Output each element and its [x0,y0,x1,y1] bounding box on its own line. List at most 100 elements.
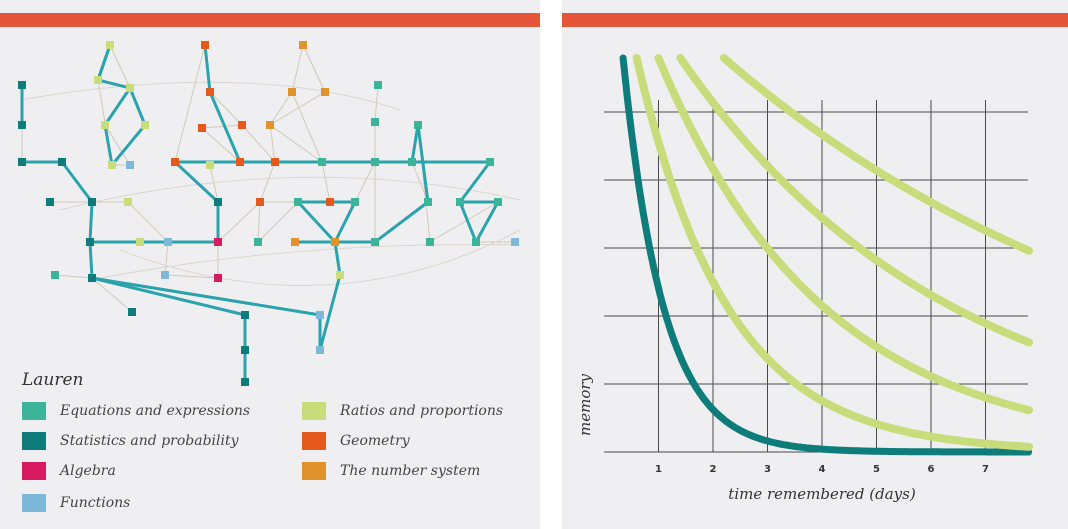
concept-node [126,84,134,92]
concept-node [318,158,326,166]
path-link [103,86,132,127]
legend-label: The number system [340,463,481,479]
path-link [296,200,337,244]
concept-node [288,88,296,96]
legend-item: Algebra [22,462,116,480]
concept-node [241,311,249,319]
path-link [410,123,420,164]
concept-node [58,158,66,166]
concept-node [124,198,132,206]
concept-node [206,88,214,96]
concept-node [456,198,464,206]
concept-node [198,124,206,132]
path-link [103,123,114,167]
concept-node [254,238,262,246]
legend-title: Lauren [22,370,84,390]
concept-node [126,161,134,169]
legend-item: The number system [302,462,480,480]
concept-node [266,121,274,129]
network-link [174,44,206,163]
path-link [203,43,212,94]
network-link [209,91,243,126]
knowledge-map-panel: Lauren Equations and expressions Statisti… [0,0,540,529]
memory-curve [619,54,1033,456]
path-link [173,160,220,204]
x-tick-label: 4 [819,464,826,475]
concept-node [171,158,179,166]
concept-node [164,238,172,246]
legend-item: Statistics and probability [22,432,239,450]
concept-node [161,271,169,279]
path-link [60,160,94,204]
x-tick-label: 5 [873,464,880,475]
path-link [333,240,342,277]
network-link [109,44,131,89]
network-link [119,229,521,287]
concept-node [206,161,214,169]
concept-node [18,158,26,166]
concept-node [201,41,209,49]
network-link [291,44,304,93]
network-link [241,124,276,163]
concept-node [408,158,416,166]
legend-swatch [22,462,46,480]
x-tick-label: 1 [655,464,662,475]
concept-node [88,274,96,282]
path-link [88,240,94,280]
concept-node [351,198,359,206]
legend-swatch [302,432,326,450]
concept-node [299,41,307,49]
network-link [269,91,326,126]
concept-node [414,121,422,129]
legend-item: Equations and expressions [22,402,250,420]
network-link [354,161,376,203]
concept-node [331,238,339,246]
concept-node [86,238,94,246]
concept-node [374,81,382,89]
x-tick-label: 2 [710,464,717,475]
path-link [318,273,342,352]
x-tick-label: 7 [982,464,989,475]
network-link [374,84,379,123]
concept-node [494,198,502,206]
legend-swatch [22,494,46,512]
concept-node [214,198,222,206]
legend-item: Functions [22,494,130,512]
knowledge-network [18,41,521,386]
memory-curve [719,54,1034,255]
network-link [127,201,169,243]
network-link [91,277,133,313]
concept-node [291,238,299,246]
path-link [458,200,478,244]
legend-swatch [22,432,46,450]
legend-item: Ratios and proportions [302,402,503,420]
network-link [259,161,276,203]
network-link [302,44,326,93]
network-link [201,124,243,129]
network-link [269,91,293,126]
concept-node [426,238,434,246]
network-link [54,274,93,279]
concept-node [18,81,26,89]
path-link [128,86,147,127]
network-link [411,161,429,203]
concept-node [472,238,480,246]
concept-node [371,118,379,126]
legend-swatch [302,402,326,420]
path-link [333,200,357,244]
memory-chart-panel: 1 2 3 4 5 6 7 time remembered (days) memory [562,0,1068,529]
path-link [90,276,247,317]
concept-node [238,121,246,129]
concept-node [486,158,494,166]
network-link [209,164,219,203]
path-link [110,123,147,167]
concept-node [18,121,26,129]
network-link [164,241,169,276]
memory-curve [632,54,1034,451]
path-link [90,276,322,317]
legend-label: Algebra [60,463,116,479]
concept-node [256,198,264,206]
legend-item: Geometry [302,432,410,450]
network-link [164,274,219,279]
legend-label: Statistics and probability [60,433,239,449]
